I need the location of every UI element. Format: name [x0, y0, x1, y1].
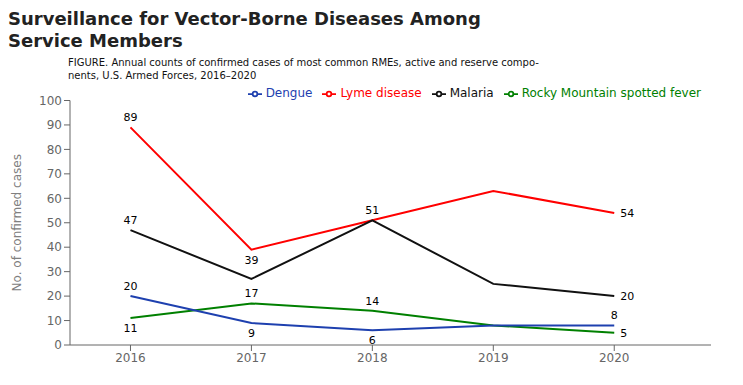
- html-text:FIGURE. Annual counts of confi: FIGURE. Annual counts of confirmed cases…: [68, 57, 539, 68]
- svg-text:2019: 2019: [478, 351, 509, 365]
- svg-text:20: 20: [123, 280, 137, 293]
- svg-text:10: 10: [47, 314, 62, 328]
- svg-text:20: 20: [620, 290, 634, 303]
- svg-text:5: 5: [620, 327, 627, 340]
- html-text:Surveillance for Vector-Borne: Surveillance for Vector-Borne Diseases A…: [8, 8, 481, 29]
- svg-text:89: 89: [123, 111, 137, 124]
- svg-text:2020: 2020: [599, 351, 630, 365]
- html-text:nents, U.S. Armed Forces, 2016: nents, U.S. Armed Forces, 2016–2020: [68, 70, 257, 81]
- html-text:Lyme disease: Lyme disease: [340, 86, 422, 100]
- svg-text:47: 47: [123, 214, 137, 227]
- svg-text:No. of confirmed cases: No. of confirmed cases: [10, 154, 24, 291]
- svg-text:39: 39: [244, 254, 258, 267]
- svg-text:2016: 2016: [115, 351, 146, 365]
- svg-text:100: 100: [39, 94, 62, 108]
- svg-text:8: 8: [611, 309, 618, 322]
- svg-text:80: 80: [47, 143, 62, 157]
- html-text:Dengue: Dengue: [265, 86, 313, 100]
- svg-text:60: 60: [47, 192, 62, 206]
- svg-text:30: 30: [47, 265, 62, 279]
- html-text:Service Members: Service Members: [8, 30, 183, 51]
- html-text:Rocky Mountain spotted fever: Rocky Mountain spotted fever: [521, 86, 701, 100]
- svg-text:54: 54: [620, 207, 634, 220]
- svg-text:0: 0: [54, 338, 62, 352]
- svg-text:11: 11: [123, 322, 137, 335]
- svg-text:90: 90: [47, 118, 62, 132]
- svg-text:6: 6: [369, 334, 376, 347]
- svg-text:20: 20: [47, 289, 62, 303]
- html-text:Malaria: Malaria: [449, 86, 494, 100]
- svg-text:51: 51: [365, 204, 379, 217]
- svg-text:9: 9: [248, 327, 255, 340]
- svg-text:40: 40: [47, 240, 62, 254]
- svg-text:2018: 2018: [357, 351, 388, 365]
- svg-text:2017: 2017: [236, 351, 267, 365]
- svg-text:17: 17: [244, 287, 258, 300]
- svg-text:14: 14: [365, 295, 379, 308]
- svg-text:70: 70: [47, 167, 62, 181]
- svg-text:50: 50: [47, 216, 62, 230]
